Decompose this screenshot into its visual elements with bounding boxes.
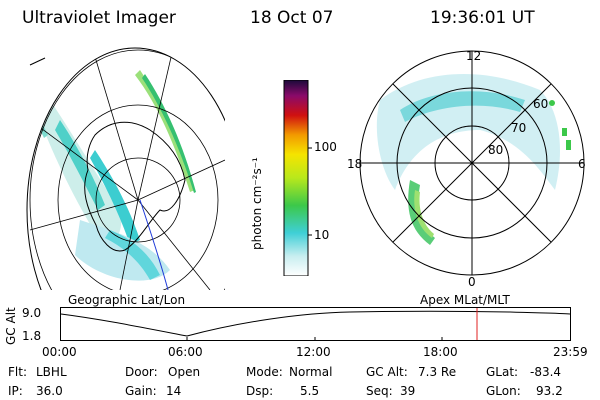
glat-label: GLat:: [486, 365, 519, 379]
glon-value: 93.2: [536, 384, 563, 398]
orbit-altitude-plot: [60, 307, 571, 341]
ip-value: 36.0: [36, 384, 63, 398]
time-tick-1200: 12:00: [296, 345, 331, 359]
gcalt-value: 7.3 Re: [418, 365, 457, 379]
colorbar-label: photon cm⁻²s⁻¹: [250, 157, 264, 250]
mlt-label-6: 6: [578, 157, 586, 171]
gain-label: Gain:: [125, 384, 157, 398]
mlt-label-0: 0: [468, 275, 476, 289]
intensity-colorbar: [283, 80, 312, 276]
left-panel-caption: Geographic Lat/Lon: [68, 293, 186, 307]
right-panel-caption: Apex MLat/MLT: [420, 293, 510, 307]
time-tick-0000: 00:00: [42, 345, 77, 359]
gcalt-label: GC Alt:: [366, 365, 408, 379]
instrument-title: Ultraviolet Imager: [22, 8, 176, 28]
magnetic-polar-plot: [359, 50, 585, 276]
geographic-auroral-image: [26, 47, 225, 290]
dsp-label: Dsp:: [246, 384, 274, 398]
mlt-label-18: 18: [347, 157, 363, 171]
observation-time: 19:36:01 UT: [430, 8, 535, 28]
colorbar-tick-10: 10: [314, 228, 330, 242]
time-tick-1800: 18:00: [423, 345, 458, 359]
dsp-value: 5.5: [300, 384, 320, 398]
seq-label: Seq:: [366, 384, 393, 398]
altitude-axis-label: GC Alt: [4, 307, 18, 345]
mode-value: Normal: [289, 365, 333, 379]
mlat-label-70: 70: [511, 121, 527, 135]
mode-label: Mode:: [246, 365, 283, 379]
mlt-label-12: 12: [466, 49, 482, 63]
mlat-label-60: 60: [533, 97, 549, 111]
door-value: Open: [168, 365, 201, 379]
filter-label: Flt:: [8, 365, 27, 379]
seq-value: 39: [400, 384, 416, 398]
filter-value: LBHL: [36, 365, 67, 379]
observation-date: 18 Oct 07: [250, 8, 334, 28]
altitude-tick-1-8: 1.8: [22, 329, 42, 343]
glat-value: -83.4: [530, 365, 562, 379]
time-tick-0600: 06:00: [168, 345, 203, 359]
ip-label: IP:: [8, 384, 23, 398]
mlat-label-80: 80: [488, 143, 504, 157]
door-label: Door:: [125, 365, 158, 379]
colorbar-tick-100: 100: [314, 140, 337, 154]
glon-label: GLon:: [486, 384, 521, 398]
gain-value: 14: [166, 384, 182, 398]
time-tick-2359: 23:59: [553, 345, 588, 359]
altitude-tick-9: 9.0: [22, 306, 42, 320]
